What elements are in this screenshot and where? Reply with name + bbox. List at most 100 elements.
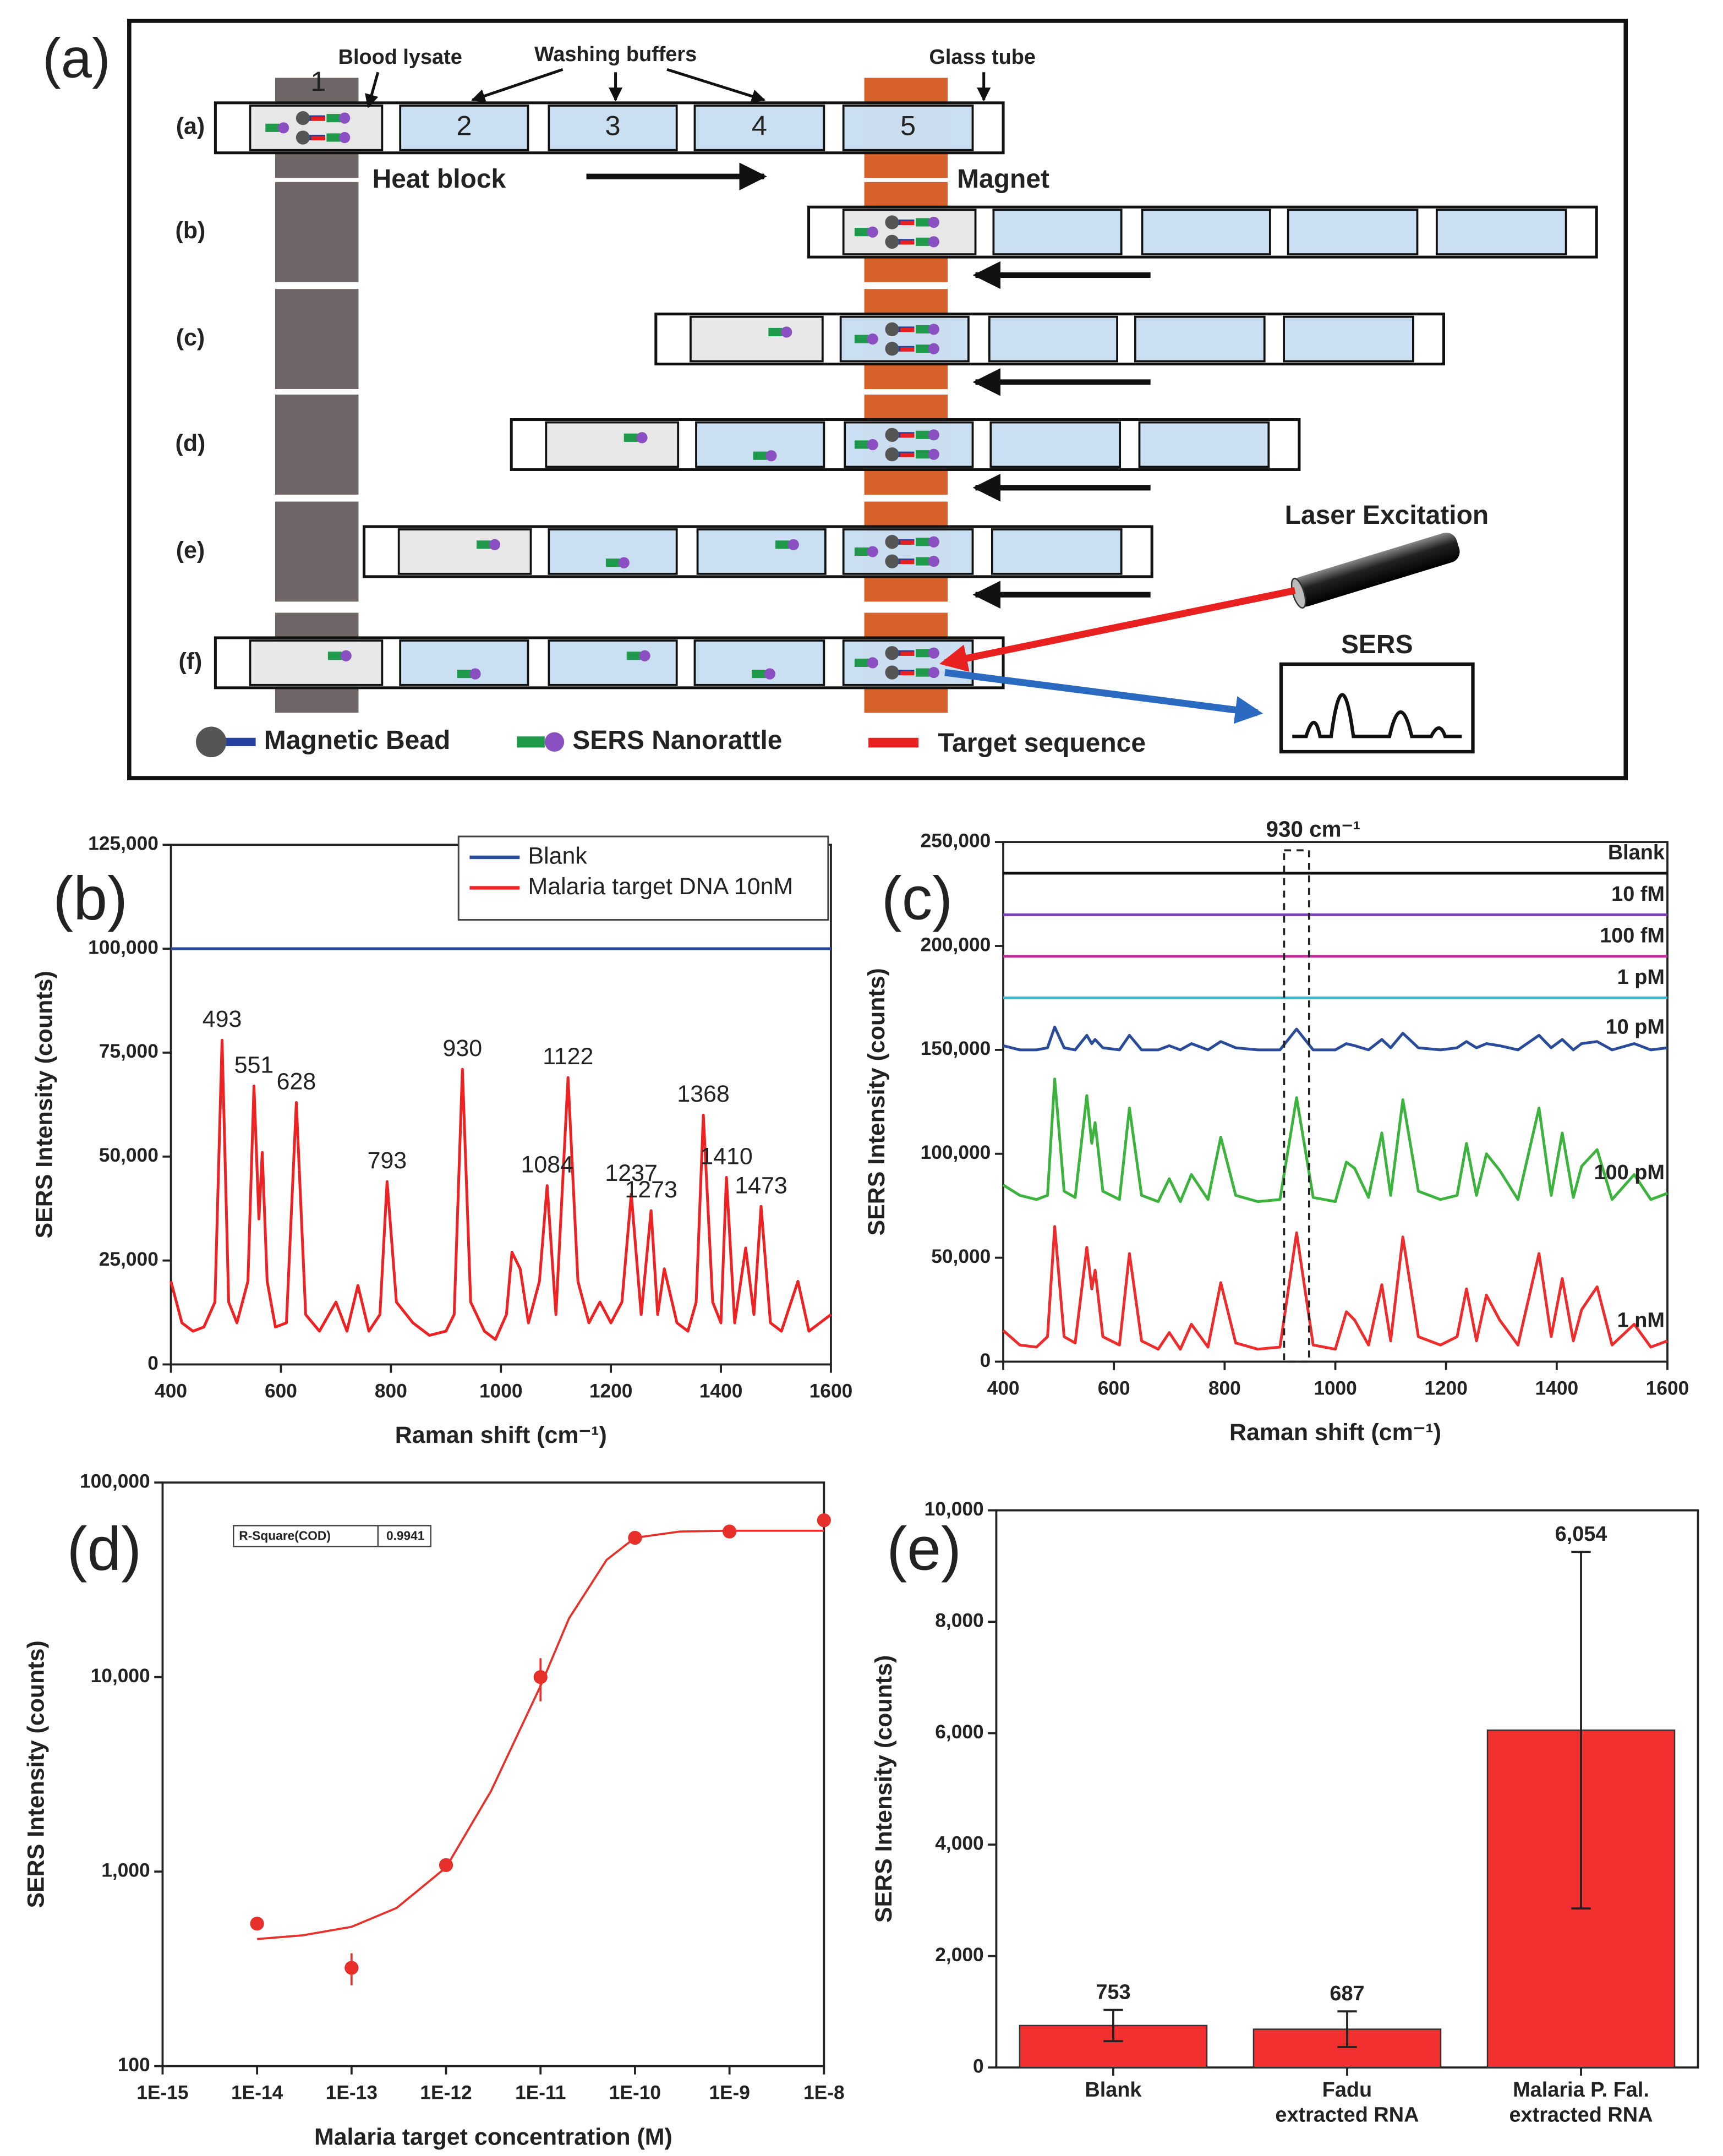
- nanorattle: [457, 670, 471, 678]
- peak-label: 930: [443, 1035, 483, 1061]
- x-tick-label: 1E-13: [326, 2082, 378, 2103]
- nanorattle: [781, 326, 792, 338]
- compartment: [249, 639, 384, 686]
- nanorattle: [765, 450, 777, 462]
- compartment: [1287, 209, 1419, 255]
- heat-block: [275, 182, 359, 282]
- series-label: 10 pM: [1606, 1016, 1665, 1039]
- nanorattle: [854, 658, 869, 667]
- y-axis-title: SERS Intensity (counts): [23, 1640, 50, 1908]
- x-tick-label: 1000: [479, 1380, 523, 1402]
- y-axis-title: SERS Intensity (counts): [871, 1655, 897, 1923]
- nanorattle: [854, 228, 869, 237]
- y-axis-title: SERS Intensity (counts): [863, 968, 890, 1235]
- y-tick-label: 250,000: [921, 830, 991, 851]
- stats-label: R-Square(COD): [239, 1529, 331, 1543]
- heat-block: [275, 501, 359, 602]
- x-tick-label: 1E-11: [515, 2082, 566, 2103]
- x-tick-label: 1600: [809, 1380, 853, 1402]
- compartment: [399, 639, 529, 686]
- data-point: [344, 1961, 359, 1975]
- compartment-number: 2: [456, 110, 472, 141]
- nanorattle: [327, 652, 342, 660]
- y-tick-label: 200,000: [921, 934, 991, 955]
- detector-label: SERS: [1341, 630, 1413, 659]
- arrow: [365, 72, 380, 108]
- annotation: 930 cm⁻¹: [1266, 817, 1361, 842]
- x-tick-label-box: Blank: [1085, 2078, 1141, 2102]
- series-label: 1 pM: [1617, 966, 1665, 989]
- compartment: [1134, 315, 1266, 363]
- y-tick-label: 10,000: [925, 1498, 984, 1520]
- nanorattle: [867, 226, 878, 238]
- nanorattle: [265, 123, 280, 132]
- y-tick-label: 100: [118, 2054, 150, 2076]
- compartment: [842, 105, 974, 151]
- spectrum-line: [1002, 1077, 1668, 1203]
- nanorattle: [854, 547, 869, 556]
- x-tick-label: 1E-14: [231, 2082, 283, 2103]
- panel-label: (b): [53, 864, 128, 933]
- y-tick-label: 50,000: [931, 1246, 991, 1267]
- compartment: [548, 105, 678, 151]
- laser-body: [1291, 532, 1460, 607]
- bead: [885, 215, 899, 229]
- compartment-number: 1: [310, 65, 326, 97]
- nanorattle: [623, 433, 638, 442]
- plot-frame: [1002, 841, 1669, 1363]
- nanorattle: [928, 536, 939, 548]
- nanorattle: [915, 430, 930, 439]
- nanorattle: [915, 557, 930, 566]
- nanorattle: [326, 133, 341, 142]
- y-tick-label: 0: [973, 2055, 984, 2077]
- nanorattle: [867, 333, 878, 345]
- peak-label: 793: [368, 1147, 407, 1174]
- nanorattle: [928, 343, 939, 354]
- x-tick-label: 1600: [1646, 1377, 1689, 1399]
- y-tick-label: 2,000: [935, 1944, 983, 1966]
- x-axis-title: Raman shift (cm⁻¹): [395, 1422, 607, 1448]
- row-label: (f): [179, 648, 203, 675]
- series-label: 100 pM: [1594, 1161, 1665, 1184]
- y-tick-label: 100,000: [921, 1142, 991, 1163]
- nanorattle: [928, 236, 939, 248]
- compartment: [548, 639, 678, 686]
- target: [900, 433, 915, 438]
- legend-label: Malaria target DNA 10nM: [528, 873, 794, 900]
- nanorattle: [768, 327, 783, 337]
- x-tick-label: 1E-12: [420, 2082, 472, 2103]
- compartment: [696, 528, 827, 575]
- target: [900, 652, 915, 656]
- target: [900, 221, 915, 226]
- nanorattle: [605, 559, 620, 567]
- nanorattle: [928, 216, 939, 228]
- spectrum-line: [1002, 1225, 1668, 1351]
- x-tick-label: 400: [155, 1380, 187, 1402]
- x-tick-label: 400: [987, 1377, 1020, 1399]
- nanorattle: [915, 649, 930, 658]
- target: [900, 347, 915, 352]
- nanorattle: [915, 450, 930, 459]
- nanorattle: [618, 557, 630, 568]
- bead: [885, 234, 899, 249]
- top-label: Washing buffers: [534, 43, 697, 66]
- y-tick-label: 0: [980, 1350, 991, 1371]
- compartment-number: 5: [900, 110, 916, 141]
- legend-target: [868, 737, 919, 748]
- target: [311, 117, 325, 121]
- target: [900, 240, 915, 245]
- y-tick-label: 100,000: [80, 1470, 150, 1492]
- data-point: [817, 1513, 831, 1528]
- y-tick-label: 100,000: [88, 937, 158, 958]
- nanorattle: [339, 132, 351, 144]
- compartment: [690, 315, 824, 363]
- nanorattle: [928, 666, 939, 678]
- nanorattle: [489, 539, 501, 550]
- heat-block: [275, 289, 359, 389]
- series-label: 1 nM: [1617, 1309, 1665, 1332]
- x-tick-label: Fadu extracted RNA: [1275, 2078, 1419, 2127]
- nanorattle: [928, 324, 939, 335]
- compartment: [989, 421, 1122, 468]
- peak-label: 1410: [700, 1143, 752, 1170]
- compartment: [1435, 209, 1567, 255]
